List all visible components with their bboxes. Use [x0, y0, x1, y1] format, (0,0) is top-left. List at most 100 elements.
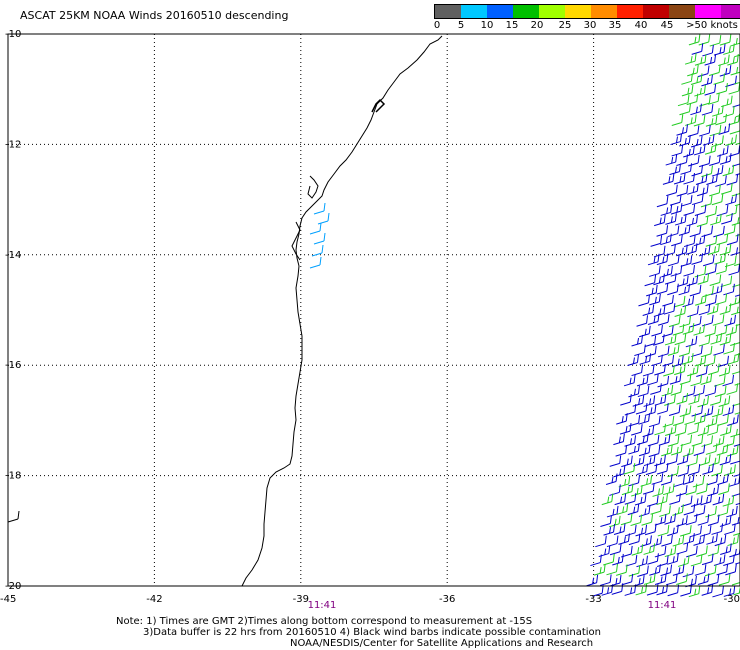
wind-barb [709, 154, 721, 166]
wind-barb [637, 565, 649, 577]
wind-barb [718, 574, 731, 586]
colorbar-swatch [513, 5, 539, 18]
wind-barb [685, 243, 698, 255]
wind-barb [606, 535, 619, 548]
wind-barb [730, 428, 740, 438]
wind-barb [650, 503, 663, 515]
wind-barb [706, 415, 718, 428]
wind-barb [717, 145, 729, 157]
wind-barb [722, 404, 735, 417]
wind-barb [603, 553, 615, 566]
wind-barb [704, 384, 717, 397]
wind-barb [627, 503, 640, 516]
wind-barb [616, 413, 628, 425]
wind-barb [710, 333, 723, 345]
wind-barb [606, 505, 619, 518]
wind-barb [685, 114, 697, 126]
wind-barb [624, 435, 637, 447]
longitude-label: -39 [293, 594, 309, 605]
wind-barb [685, 483, 698, 496]
wind-barb [721, 183, 733, 195]
wind-barb [620, 394, 632, 406]
wind-barb [628, 442, 640, 455]
wind-barb [703, 254, 715, 267]
wind-barb [669, 163, 681, 176]
wind-barb [716, 204, 729, 217]
wind-barb [705, 294, 717, 307]
coastline-detail [371, 98, 386, 113]
wind-barb [636, 463, 649, 476]
wind-barb [735, 173, 740, 176]
wind-barb [676, 154, 688, 166]
wind-barb [616, 503, 629, 515]
wind-barb [727, 54, 739, 66]
wind-barb [309, 222, 322, 235]
wind-barb [734, 294, 740, 297]
wind-barb [712, 135, 724, 147]
wind-barb [681, 84, 694, 97]
wind-barb [718, 54, 730, 67]
wind-barb [672, 535, 685, 547]
wind-barb [702, 285, 714, 298]
wind-barb [712, 493, 725, 506]
wind-barb [717, 505, 729, 517]
wind-barb [638, 444, 651, 457]
wind-barb [720, 543, 732, 555]
wind-barb [686, 274, 699, 287]
wind-barb [725, 205, 738, 217]
wind-barb [711, 283, 723, 296]
wind-barb [609, 543, 622, 556]
wind-barb [682, 473, 695, 485]
wind-barb [719, 34, 732, 46]
wind-barb [697, 273, 710, 285]
wind-barb [679, 373, 692, 385]
colorbar-swatch [617, 5, 643, 18]
wind-barb [690, 73, 703, 85]
wind-barb [717, 414, 729, 426]
wind-barb [646, 284, 658, 297]
wind-barb [715, 113, 727, 126]
wind-barb [644, 523, 657, 536]
wind-barb [717, 473, 729, 486]
wind-barb [706, 473, 719, 486]
wind-barb [723, 554, 735, 566]
wind-barb [636, 374, 649, 387]
wind-barb [688, 585, 701, 598]
colorbar-swatch [591, 5, 617, 18]
wind-barb [693, 534, 705, 546]
wind-barb [676, 185, 689, 197]
wind-barb [704, 84, 717, 96]
wind-barb [650, 383, 662, 395]
wind-barb [724, 464, 736, 476]
wind-barb [718, 483, 730, 495]
wind-barb [674, 305, 687, 317]
wind-barb [687, 364, 699, 377]
wind-barb [725, 324, 738, 336]
wind-barb [730, 458, 740, 465]
wind-barb [702, 463, 714, 475]
colorbar-swatch [669, 5, 695, 18]
wind-barb [666, 453, 678, 466]
wind-barb [679, 103, 691, 116]
wind-barb [680, 163, 693, 175]
wind-barb [694, 54, 707, 66]
wind-barb [652, 485, 665, 497]
wind-barb [709, 34, 722, 47]
wind-barb [687, 125, 700, 137]
wind-barb [725, 134, 737, 147]
wind-barb [674, 214, 687, 226]
wind-barb [711, 405, 724, 418]
wind-barb [732, 104, 740, 108]
wind-barb [702, 44, 714, 57]
wind-barb [654, 423, 666, 436]
wind-barb [701, 405, 714, 418]
wind-barb [713, 73, 726, 85]
wind-barb [694, 265, 707, 278]
wind-barb [694, 85, 706, 97]
wind-barb [696, 545, 708, 558]
wind-barb [687, 305, 699, 318]
wind-barb [694, 204, 707, 217]
wind-barb [672, 414, 685, 427]
wind-barb [713, 225, 725, 238]
